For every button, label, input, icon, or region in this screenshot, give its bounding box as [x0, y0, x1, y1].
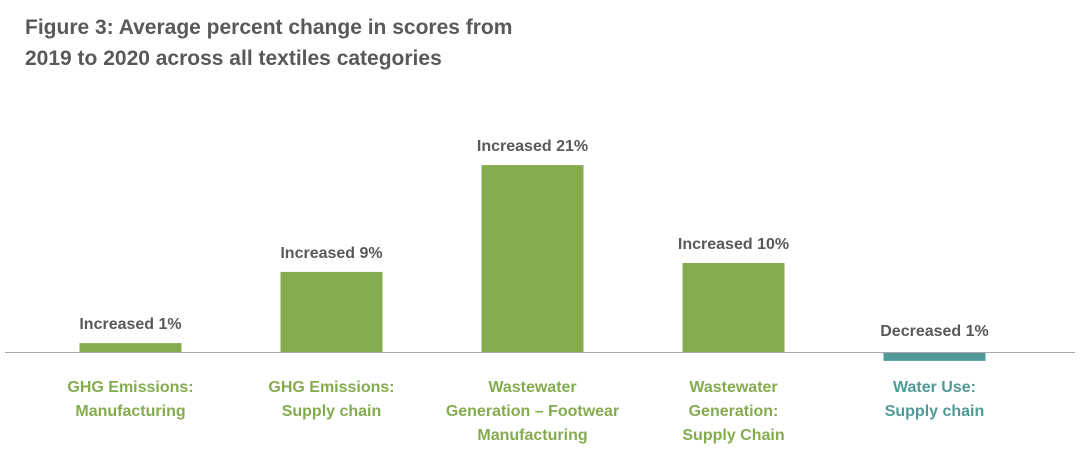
category-label-3: Wastewater Generation – Footwear Manufactu… — [446, 379, 619, 444]
bar-3 — [481, 165, 584, 352]
category-label-5: Water Use: Supply chain — [885, 379, 985, 420]
chart-title-line-1: Figure 3: Average percent change in scor… — [25, 16, 513, 39]
data-label-2: Increased 9% — [280, 245, 382, 262]
bar-5 — [883, 352, 986, 361]
category-label-1: GHG Emissions: Manufacturing — [67, 379, 193, 420]
data-label-3: Increased 21% — [477, 138, 588, 155]
chart-title-line-2: 2019 to 2020 across all textiles categor… — [25, 47, 442, 70]
bar-4 — [682, 263, 785, 352]
category-label-2: GHG Emissions: Supply chain — [268, 379, 394, 420]
chart-title: Figure 3: Average percent change in scor… — [25, 12, 645, 74]
data-label-4: Increased 10% — [678, 236, 789, 253]
bar-1 — [79, 343, 182, 352]
bar-2 — [280, 271, 383, 352]
data-label-1: Increased 1% — [79, 316, 181, 333]
category-label-4: Wastewater Generation: Supply Chain — [682, 379, 784, 444]
data-label-5: Decreased 1% — [880, 323, 989, 340]
